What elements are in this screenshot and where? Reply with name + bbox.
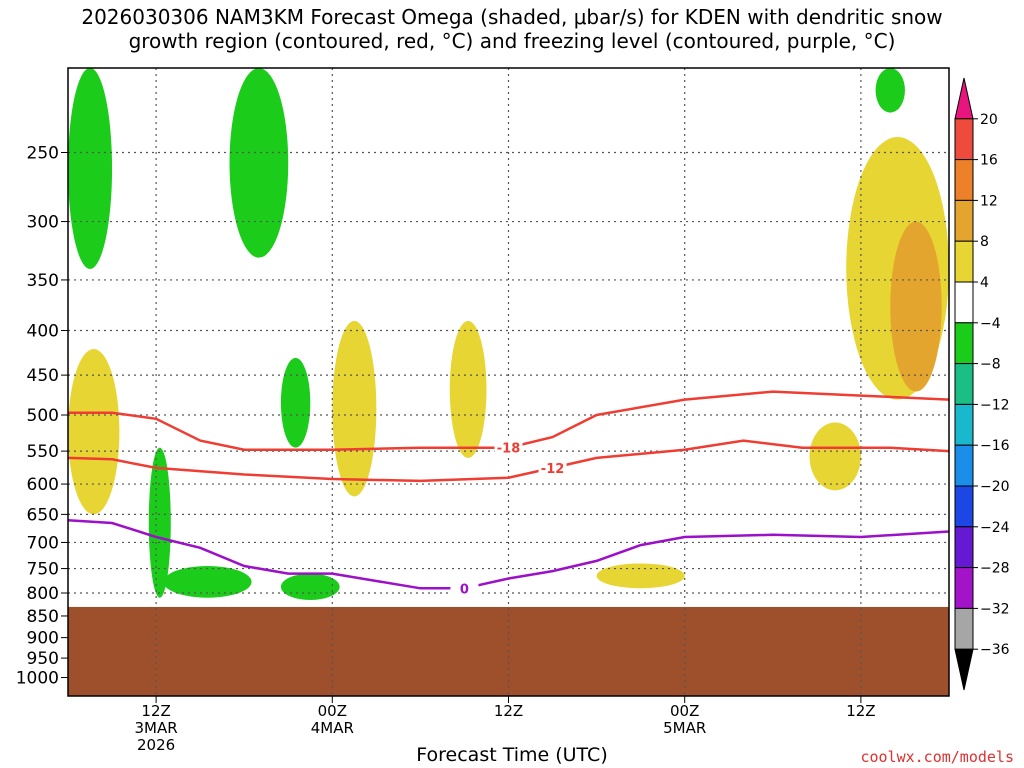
- omega-region-1: [229, 68, 289, 258]
- colorbar-bin-13: [954, 607, 974, 650]
- omega-region-2: [280, 357, 311, 448]
- colorbar-bin-1: [954, 118, 974, 161]
- colorbar-label-9: −20: [980, 479, 1010, 495]
- colorbar-label-4: 4: [980, 275, 989, 291]
- omega-region-13: [890, 221, 942, 392]
- omega-shading: [68, 68, 949, 601]
- y-tick-label-950: 950: [27, 649, 59, 669]
- contour-label-1: -12: [541, 462, 565, 477]
- contour-label-bg-0: [494, 438, 523, 457]
- grid-lines: [68, 68, 949, 696]
- y-tick-label-750: 750: [27, 560, 59, 580]
- colorbar-bin-8: [954, 403, 974, 446]
- colorbar-bin-10: [954, 485, 974, 528]
- credit-text: coolwx.com/models: [860, 748, 1014, 766]
- x-tick-label-3-1: 5MAR: [663, 719, 706, 737]
- omega-region-6: [875, 68, 905, 113]
- colorbar-label-13: −36: [980, 642, 1010, 658]
- colorbar-bin-2: [954, 159, 974, 201]
- y-tick-label-450: 450: [27, 366, 59, 386]
- y-tick-label-800: 800: [27, 584, 59, 604]
- contour-label-2: 0: [460, 582, 469, 597]
- y-tick-label-850: 850: [27, 607, 59, 627]
- colorbar-bin-3: [954, 199, 974, 242]
- colorbar-label-0: 20: [980, 112, 998, 128]
- x-tick-label-0-1: 3MAR: [135, 719, 178, 737]
- colorbar-label-8: −16: [980, 438, 1010, 454]
- omega-region-0: [68, 68, 113, 269]
- x-tick-label-1-1: 4MAR: [311, 719, 354, 737]
- colorbar-bin-6: [954, 322, 974, 365]
- y-tick-label-650: 650: [27, 505, 59, 525]
- contour-line-0: [68, 390, 949, 451]
- omega-region-3: [148, 447, 171, 598]
- x-tick-label-3-0: 00Z: [670, 702, 699, 720]
- colorbar-label-3: 8: [980, 234, 989, 250]
- omega-region-12: [596, 563, 685, 589]
- colorbar-label-10: −24: [980, 520, 1010, 536]
- y-tick-label-700: 700: [27, 533, 59, 553]
- colorbar-label-7: −12: [980, 397, 1010, 413]
- colorbar-bin-0: [954, 77, 974, 120]
- colorbar-bin-12: [954, 567, 974, 609]
- colorbar-label-1: 16: [980, 153, 998, 169]
- y-tick-label-550: 550: [27, 442, 59, 462]
- x-tick-label-2-0: 12Z: [494, 702, 523, 720]
- x-tick-label-0-2: 2026: [137, 736, 175, 754]
- y-tick-label-300: 300: [27, 213, 59, 233]
- omega-region-5: [280, 573, 340, 601]
- contour-lines: -18 -12 0: [68, 390, 949, 598]
- y-tick-label-600: 600: [27, 475, 59, 495]
- y-tick-label-1000: 1000: [16, 669, 59, 689]
- y-tick-label-250: 250: [27, 144, 59, 164]
- chart-title-line-2: growth region (contoured, red, °C) and f…: [128, 29, 896, 53]
- x-axis-title: Forecast Time (UTC): [416, 744, 608, 766]
- contour-label-0: -18: [497, 442, 521, 457]
- x-tick-label-1-0: 00Z: [318, 702, 347, 720]
- contour-label-bg-2: [450, 579, 479, 598]
- omega-region-9: [449, 320, 487, 458]
- y-tick-label-500: 500: [27, 406, 59, 426]
- omega-region-11: [809, 422, 861, 491]
- contour-line-1: [68, 439, 949, 483]
- colorbar-bin-4: [954, 240, 974, 283]
- contour-label-bg-1: [538, 458, 567, 477]
- y-tick-label-900: 900: [27, 629, 59, 649]
- colorbar-label-2: 12: [980, 193, 998, 209]
- colorbar-label-5: −4: [980, 316, 1001, 332]
- colorbar-bin-9: [954, 444, 974, 487]
- colorbar-label-11: −28: [980, 561, 1010, 577]
- colorbar-label-6: −8: [980, 357, 1001, 373]
- omega-region-8: [332, 320, 377, 497]
- colorbar-bin-5: [954, 281, 974, 324]
- x-tick-label-4-0: 12Z: [846, 702, 875, 720]
- y-tick-label-400: 400: [27, 322, 59, 342]
- colorbar-bin-7: [954, 363, 974, 405]
- y-axis: 2503003504004505005506006507007508008509…: [16, 144, 68, 689]
- chart-title-line-1: 2026030306 NAM3KM Forecast Omega (shaded…: [81, 5, 943, 29]
- colorbar-label-12: −32: [980, 601, 1010, 617]
- omega-region-7: [68, 348, 120, 515]
- x-tick-label-0-0: 12Z: [141, 702, 170, 720]
- omega-region-4: [163, 566, 252, 598]
- y-tick-label-350: 350: [27, 271, 59, 291]
- colorbar: 20 16 12 8 4 −4 −8 −12 −16 −20 −24 −28 −32 −36: [954, 77, 1010, 691]
- colorbar-bin-14: [954, 648, 974, 691]
- colorbar-bin-11: [954, 526, 974, 569]
